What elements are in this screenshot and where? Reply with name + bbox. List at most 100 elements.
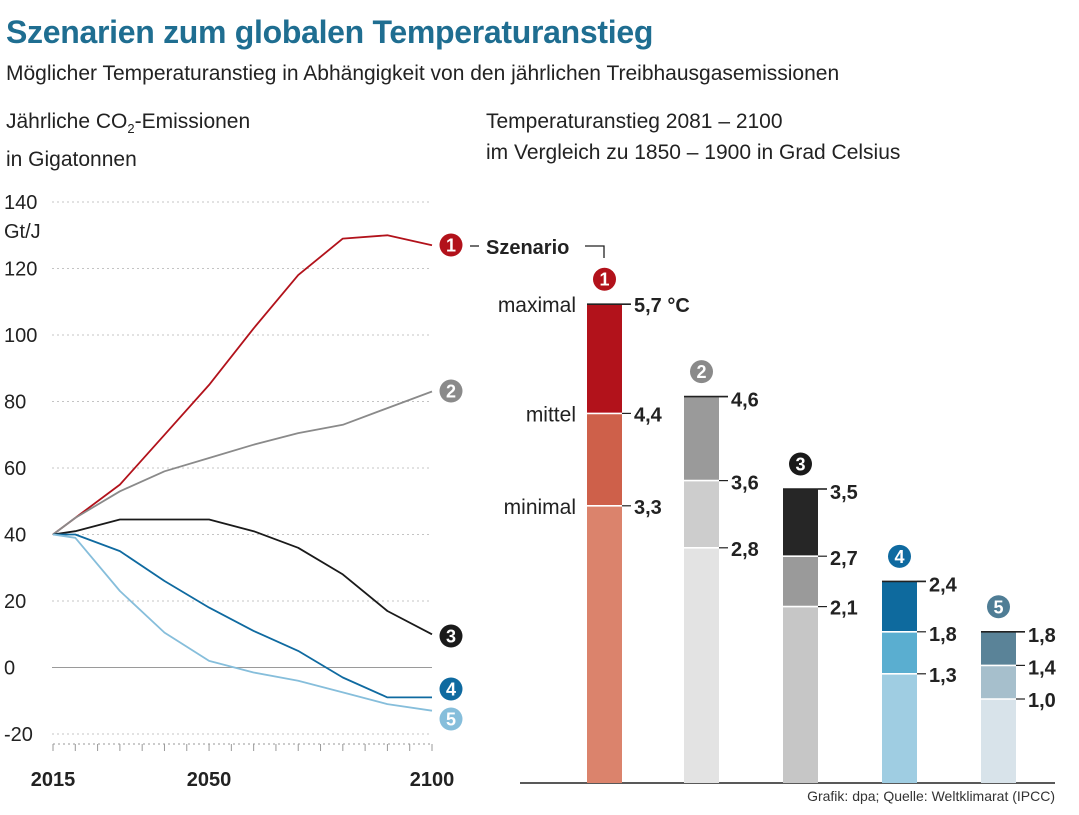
- line-end-marker-2: 2: [439, 379, 463, 403]
- y-tick-label: 0: [4, 658, 15, 680]
- bar-marker-2-circle: [690, 360, 713, 384]
- bar-segment-mid: [981, 665, 1016, 699]
- bar-value-label: 1,4: [1028, 657, 1057, 679]
- bar-value-label: 1,3: [929, 665, 957, 687]
- bar-marker-3-number: 3: [795, 455, 805, 475]
- emissions-header-suffix: -Emissionen: [134, 110, 251, 133]
- y-tick-label: -20: [4, 724, 33, 746]
- bar-value-label: 2,4: [929, 574, 958, 596]
- y-unit-label: Gt/J: [4, 221, 41, 243]
- line-end-marker-3-circle: [439, 624, 463, 648]
- bar-marker-4: 4: [888, 544, 911, 568]
- level-label-maximal: maximal: [498, 294, 576, 317]
- bar-marker-3-circle: [789, 452, 812, 476]
- emission-line-scenario-1: [52, 234, 433, 536]
- bar-segment-mid: [783, 556, 818, 607]
- line-end-marker-5-number: 5: [446, 710, 456, 730]
- bar-value-label: 1,8: [929, 624, 957, 646]
- legend-connector-right: [585, 245, 605, 258]
- y-tick-label: 60: [4, 458, 26, 480]
- y-tick-label: 40: [4, 525, 26, 547]
- line-end-marker-1-number: 1: [446, 236, 456, 256]
- bar-value-label: 1,8: [1028, 625, 1056, 647]
- bar-segment-mid: [587, 413, 622, 506]
- bar-value-label: 5,7 °C: [634, 295, 690, 317]
- temperature-header-line1: Temperaturanstieg 2081 – 2100: [486, 110, 783, 133]
- temperature-bar-scenario-3: [783, 488, 827, 783]
- bar-value-label: 2,1: [830, 598, 858, 620]
- bar-segment-mid: [882, 631, 917, 674]
- bar-marker-3: 3: [789, 452, 812, 476]
- level-label-mittel: mittel: [526, 403, 576, 426]
- temperature-bar-scenario-4: [882, 580, 926, 783]
- bar-value-label: 1,0: [1028, 690, 1056, 712]
- bar-segment-min: [587, 505, 622, 783]
- line-end-marker-5: 5: [439, 707, 463, 731]
- emissions-axis-header: Jährliche CO2-Emissionen in Gigatonnen: [6, 106, 250, 175]
- bar-marker-5-number: 5: [993, 597, 1003, 617]
- line-end-marker-4-circle: [439, 677, 463, 701]
- emission-line-scenario-3: [52, 518, 433, 636]
- line-end-marker-2-circle: [439, 379, 463, 403]
- y-tick-label: 80: [4, 392, 26, 414]
- y-tick-label: 120: [4, 259, 37, 281]
- x-tick-label: 2015: [31, 769, 76, 791]
- y-tick-label: 140: [4, 192, 37, 214]
- y-tick-label: 100: [4, 325, 37, 347]
- bar-value-label: 2,8: [731, 539, 759, 561]
- bar-marker-4-number: 4: [894, 547, 904, 567]
- temperature-header-line2: im Vergleich zu 1850 – 1900 in Grad Cels…: [486, 141, 901, 164]
- bar-segment-min: [981, 699, 1016, 783]
- bar-marker-4-circle: [888, 544, 911, 568]
- bar-marker-2: 2: [690, 360, 713, 384]
- line-end-marker-1: 1: [439, 233, 463, 257]
- bar-segment-max: [587, 304, 622, 414]
- line-end-marker-4-number: 4: [446, 680, 456, 700]
- line-end-marker-5-circle: [439, 707, 463, 731]
- emission-line-scenario-2: [52, 390, 433, 536]
- bar-segment-max: [684, 396, 719, 481]
- scenario-legend-title: Szenario: [486, 237, 569, 259]
- bar-value-label: 4,4: [634, 404, 663, 426]
- x-tick-label: 2100: [410, 769, 455, 791]
- bar-value-label: 3,3: [634, 497, 662, 519]
- emissions-header-subscript: 2: [127, 121, 135, 137]
- line-end-marker-3: 3: [439, 624, 463, 648]
- y-tick-label: 20: [4, 591, 26, 613]
- bar-marker-1: 1: [593, 267, 616, 291]
- bar-segment-min: [783, 606, 818, 783]
- bar-value-label: 3,6: [731, 473, 759, 495]
- temperature-bar-scenario-2: [684, 395, 728, 783]
- bar-segment-max: [882, 581, 917, 632]
- bar-segment-min: [882, 673, 917, 783]
- bar-value-label: 4,6: [731, 390, 759, 412]
- line-end-marker-2-number: 2: [446, 382, 456, 402]
- bar-segment-mid: [684, 480, 719, 548]
- bar-marker-1-number: 1: [599, 270, 609, 290]
- temperature-axis-header: Temperaturanstieg 2081 – 2100 im Verglei…: [486, 106, 900, 168]
- chart-subtitle: Möglicher Temperaturanstieg in Abhängigk…: [6, 62, 840, 85]
- chart-title: Szenarien zum globalen Temperaturanstieg: [6, 14, 654, 50]
- emissions-header-prefix: Jährliche CO: [6, 110, 128, 133]
- x-tick-label: 2050: [187, 769, 232, 791]
- source-note: Grafik: dpa; Quelle: Weltklimarat (IPCC): [807, 788, 1055, 804]
- bar-marker-5-circle: [987, 595, 1010, 619]
- level-label-minimal: minimal: [504, 496, 576, 519]
- bar-segment-min: [684, 547, 719, 783]
- bar-value-label: 2,7: [830, 548, 858, 570]
- bar-segment-max: [783, 489, 818, 557]
- bar-value-label: 3,5: [830, 482, 858, 504]
- bar-segment-max: [981, 631, 1016, 666]
- bar-marker-2-number: 2: [696, 362, 706, 382]
- temperature-bar-scenario-5: [981, 630, 1025, 783]
- bar-marker-1-circle: [593, 267, 616, 291]
- temperature-bar-scenario-1: [587, 303, 631, 783]
- line-end-marker-4: 4: [439, 677, 463, 701]
- emission-line-scenario-5: [52, 533, 433, 712]
- line-end-marker-1-circle: [439, 233, 463, 257]
- emissions-header-unit: in Gigatonnen: [6, 148, 137, 172]
- line-end-marker-3-number: 3: [446, 627, 456, 647]
- emission-line-scenario-4: [53, 533, 432, 699]
- bar-marker-5: 5: [987, 595, 1010, 619]
